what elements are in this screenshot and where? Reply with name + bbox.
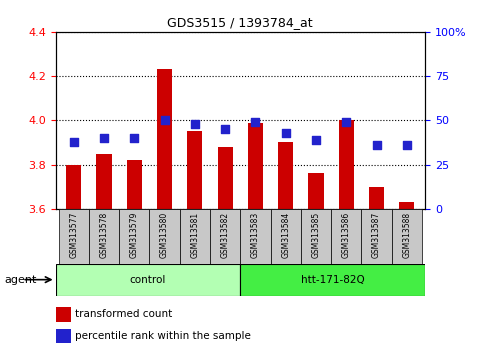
Bar: [399, 202, 414, 209]
Text: GSM313582: GSM313582: [221, 212, 229, 258]
Point: [403, 142, 411, 148]
Text: GSM313585: GSM313585: [312, 212, 321, 258]
Point: [373, 142, 381, 148]
Bar: [187, 131, 202, 209]
Bar: [331, 209, 361, 264]
Bar: [119, 209, 149, 264]
Text: GSM313588: GSM313588: [402, 212, 412, 258]
Text: agent: agent: [5, 275, 37, 285]
Text: GSM313584: GSM313584: [281, 212, 290, 258]
Point: [312, 137, 320, 143]
Bar: [210, 209, 241, 264]
Title: GDS3515 / 1393784_at: GDS3515 / 1393784_at: [168, 16, 313, 29]
Bar: [392, 209, 422, 264]
Text: control: control: [130, 275, 166, 285]
Bar: [149, 209, 180, 264]
Bar: [248, 122, 263, 209]
Text: GSM313577: GSM313577: [69, 212, 78, 258]
Bar: [270, 209, 301, 264]
Point: [282, 130, 290, 136]
Bar: [56, 329, 71, 343]
Point: [342, 119, 350, 125]
Bar: [301, 209, 331, 264]
Point: [130, 135, 138, 141]
Point: [100, 135, 108, 141]
Text: percentile rank within the sample: percentile rank within the sample: [75, 331, 251, 341]
Text: GSM313580: GSM313580: [160, 212, 169, 258]
Text: GSM313587: GSM313587: [372, 212, 381, 258]
Bar: [97, 154, 112, 209]
Bar: [278, 143, 293, 209]
Point: [221, 126, 229, 132]
Bar: [241, 209, 270, 264]
Bar: [58, 209, 89, 264]
Bar: [309, 173, 324, 209]
Bar: [127, 160, 142, 209]
Text: GSM313586: GSM313586: [342, 212, 351, 258]
Text: GSM313581: GSM313581: [190, 212, 199, 258]
Bar: [369, 187, 384, 209]
Bar: [89, 209, 119, 264]
Bar: [241, 264, 425, 296]
Point: [252, 119, 259, 125]
Text: transformed count: transformed count: [75, 309, 172, 319]
Bar: [56, 264, 241, 296]
Bar: [361, 209, 392, 264]
Text: GSM313583: GSM313583: [251, 212, 260, 258]
Bar: [180, 209, 210, 264]
Bar: [339, 120, 354, 209]
Point: [191, 121, 199, 127]
Text: GSM313579: GSM313579: [130, 212, 139, 258]
Point: [161, 118, 169, 123]
Bar: [157, 69, 172, 209]
Text: htt-171-82Q: htt-171-82Q: [301, 275, 365, 285]
Bar: [56, 307, 71, 321]
Text: GSM313578: GSM313578: [99, 212, 109, 258]
Bar: [217, 147, 233, 209]
Bar: [66, 165, 81, 209]
Point: [70, 139, 78, 144]
